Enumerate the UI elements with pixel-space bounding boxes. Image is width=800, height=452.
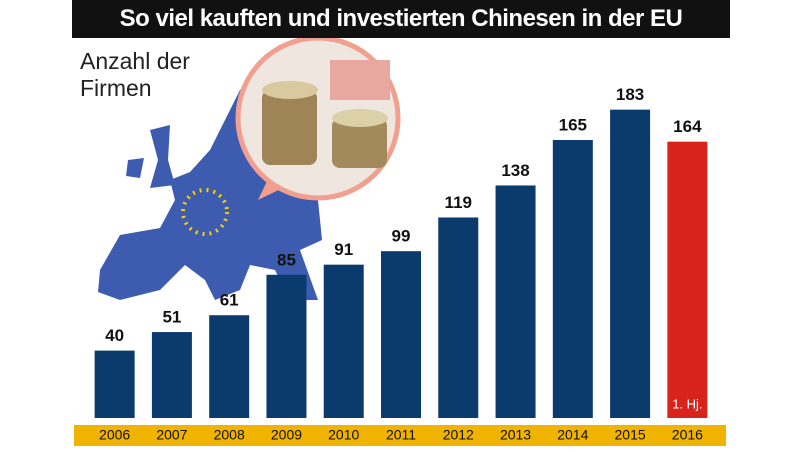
- x-tick-label: 2016: [672, 427, 703, 443]
- value-label: 40: [105, 326, 124, 345]
- bar: [209, 315, 250, 418]
- x-tick-label: 2008: [214, 427, 245, 443]
- value-label: 138: [501, 161, 529, 180]
- bar: [381, 251, 421, 418]
- bar: [495, 185, 536, 418]
- category-band: [74, 425, 726, 446]
- value-label: 61: [220, 291, 239, 310]
- x-tick-label: 2015: [615, 427, 646, 443]
- value-label: 51: [162, 308, 181, 327]
- x-tick-label: 2012: [443, 427, 474, 443]
- value-label: 183: [616, 85, 644, 104]
- x-tick-label: 2009: [271, 427, 302, 443]
- value-label: 99: [392, 227, 411, 246]
- chart-title: So viel kauften und investierten Chinese…: [72, 0, 730, 38]
- value-label: 91: [334, 240, 353, 259]
- x-tick-label: 2013: [500, 427, 531, 443]
- value-label: 119: [445, 193, 472, 212]
- bar: [151, 332, 192, 418]
- bar: [438, 217, 479, 418]
- value-label: 85: [277, 250, 296, 269]
- bar: [94, 350, 135, 418]
- coin-bubble: [235, 35, 401, 201]
- x-tick-label: 2007: [156, 427, 187, 443]
- value-label: 164: [673, 117, 702, 136]
- bar: [667, 141, 708, 418]
- x-tick-label: 2010: [328, 427, 359, 443]
- bar: [323, 264, 364, 418]
- bar: [266, 274, 307, 418]
- chart-subtitle: Anzahl der Firmen: [80, 48, 190, 101]
- value-label: 165: [559, 115, 587, 134]
- bar: [610, 109, 651, 419]
- x-tick-label: 2011: [386, 427, 416, 443]
- bar: [552, 139, 593, 418]
- x-tick-label: 2014: [557, 427, 588, 443]
- x-tick-label: 2006: [99, 427, 130, 443]
- annotation: 1. Hj.: [672, 396, 702, 411]
